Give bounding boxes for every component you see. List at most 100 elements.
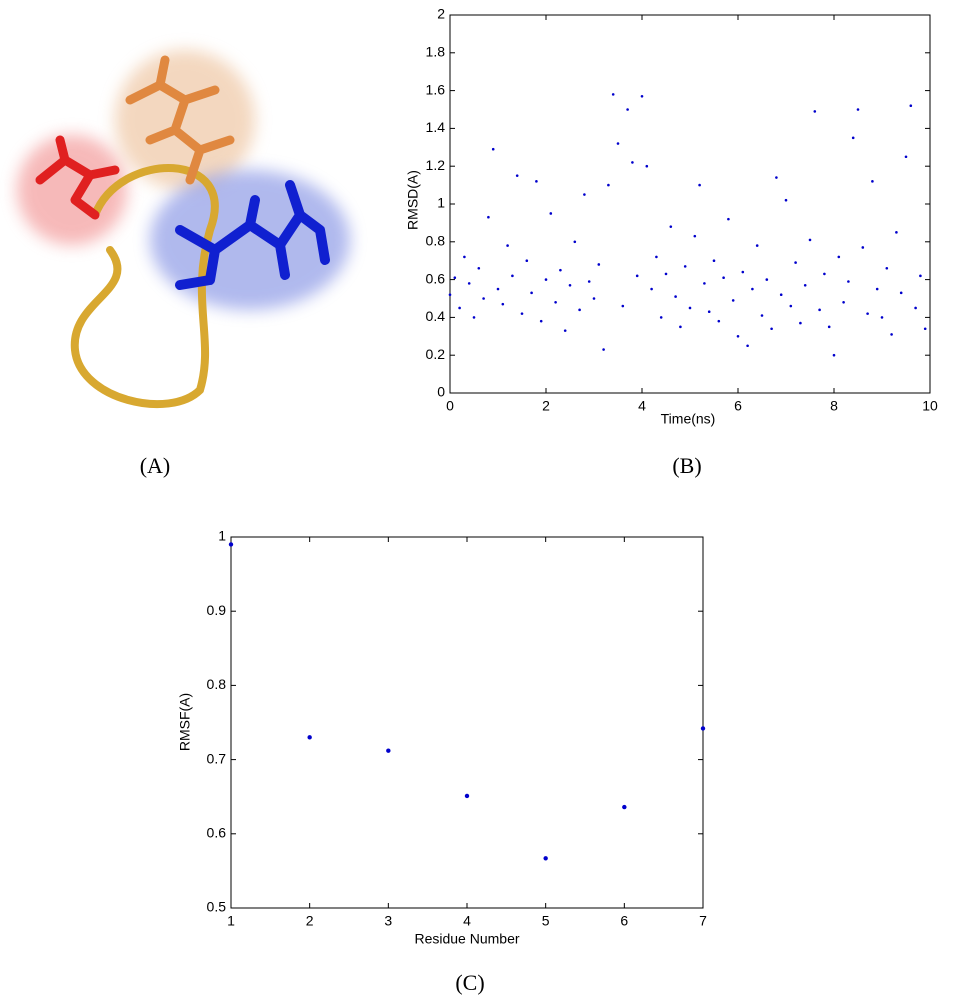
- point: [698, 183, 701, 187]
- point: [583, 193, 586, 196]
- point: [827, 325, 831, 329]
- point: [554, 300, 557, 304]
- y-tick-label: 1: [437, 195, 445, 211]
- y-tick-label: 1.2: [426, 157, 446, 173]
- point: [530, 291, 533, 295]
- point: [703, 282, 706, 285]
- y-tick-label: 0.2: [426, 346, 446, 362]
- x-tick-label: 1: [227, 913, 235, 929]
- point: [823, 272, 826, 276]
- y-tick-label: 0.5: [207, 899, 227, 915]
- point: [856, 108, 860, 111]
- point: [765, 278, 769, 281]
- y-tick-label: 1.4: [426, 119, 446, 135]
- y-tick-label: 0.6: [426, 270, 446, 286]
- point: [655, 255, 658, 259]
- point: [515, 174, 519, 177]
- point: [467, 282, 471, 285]
- point: [464, 793, 470, 799]
- point: [640, 94, 644, 98]
- point: [875, 287, 879, 291]
- y-tick-label: 0.8: [426, 233, 446, 249]
- point: [717, 319, 721, 323]
- point: [631, 161, 634, 164]
- point: [832, 353, 836, 357]
- point: [477, 266, 481, 270]
- point: [535, 180, 538, 183]
- point: [847, 280, 850, 283]
- point: [592, 297, 596, 300]
- x-tick-label: 3: [384, 913, 392, 929]
- point: [307, 735, 312, 740]
- point: [597, 263, 601, 266]
- x-axis-label: Residue Number: [414, 931, 519, 947]
- point: [496, 287, 500, 291]
- x-tick-label: 4: [638, 398, 646, 414]
- point: [549, 212, 553, 215]
- point: [751, 287, 754, 291]
- point: [573, 240, 577, 244]
- point: [861, 246, 865, 249]
- point: [458, 306, 461, 310]
- point: [491, 147, 495, 151]
- point: [731, 299, 735, 302]
- x-tick-label: 6: [620, 913, 628, 929]
- point: [679, 325, 682, 329]
- point: [669, 225, 673, 228]
- point: [741, 270, 745, 274]
- point: [621, 304, 625, 308]
- point: [736, 335, 740, 338]
- point: [568, 283, 572, 287]
- y-tick-label: 0.7: [207, 750, 227, 766]
- y-tick-label: 0.6: [207, 825, 227, 841]
- point: [501, 302, 505, 306]
- caption: (A): [140, 453, 171, 478]
- point: [755, 244, 759, 247]
- caption: (C): [455, 970, 484, 995]
- point: [808, 238, 812, 242]
- x-tick-label: 6: [734, 398, 742, 414]
- point: [228, 542, 234, 547]
- point: [525, 259, 529, 263]
- point: [899, 291, 903, 295]
- point: [683, 265, 687, 268]
- x-tick-label: 2: [306, 913, 314, 929]
- x-tick-label: 8: [830, 398, 838, 414]
- x-tick-label: 10: [922, 398, 938, 414]
- point: [784, 198, 788, 202]
- x-axis-label: Time(ns): [661, 411, 716, 427]
- point: [871, 180, 874, 183]
- point: [463, 255, 466, 259]
- point: [799, 321, 802, 325]
- y-tick-label: 1.8: [426, 44, 446, 60]
- x-tick-label: 5: [542, 913, 550, 929]
- point: [453, 276, 457, 280]
- point: [622, 804, 627, 810]
- point: [511, 274, 514, 278]
- x-tick-label: 7: [699, 913, 707, 929]
- point: [543, 856, 548, 861]
- point: [693, 234, 697, 238]
- point: [472, 316, 476, 319]
- x-tick-label: 0: [446, 398, 454, 414]
- point: [919, 274, 922, 278]
- point: [895, 231, 898, 234]
- point: [880, 316, 884, 319]
- point: [611, 93, 615, 96]
- y-tick-label: 0.9: [207, 602, 227, 618]
- y-tick-label: 0.4: [426, 308, 446, 324]
- point: [487, 215, 490, 219]
- point: [645, 164, 649, 168]
- point: [659, 316, 663, 319]
- point: [789, 304, 793, 308]
- point: [851, 136, 855, 140]
- point: [520, 312, 524, 315]
- point: [904, 155, 908, 159]
- point: [909, 104, 913, 108]
- caption: (B): [672, 453, 701, 478]
- point: [842, 300, 845, 304]
- point: [779, 293, 783, 297]
- point: [775, 176, 778, 179]
- point: [712, 259, 716, 263]
